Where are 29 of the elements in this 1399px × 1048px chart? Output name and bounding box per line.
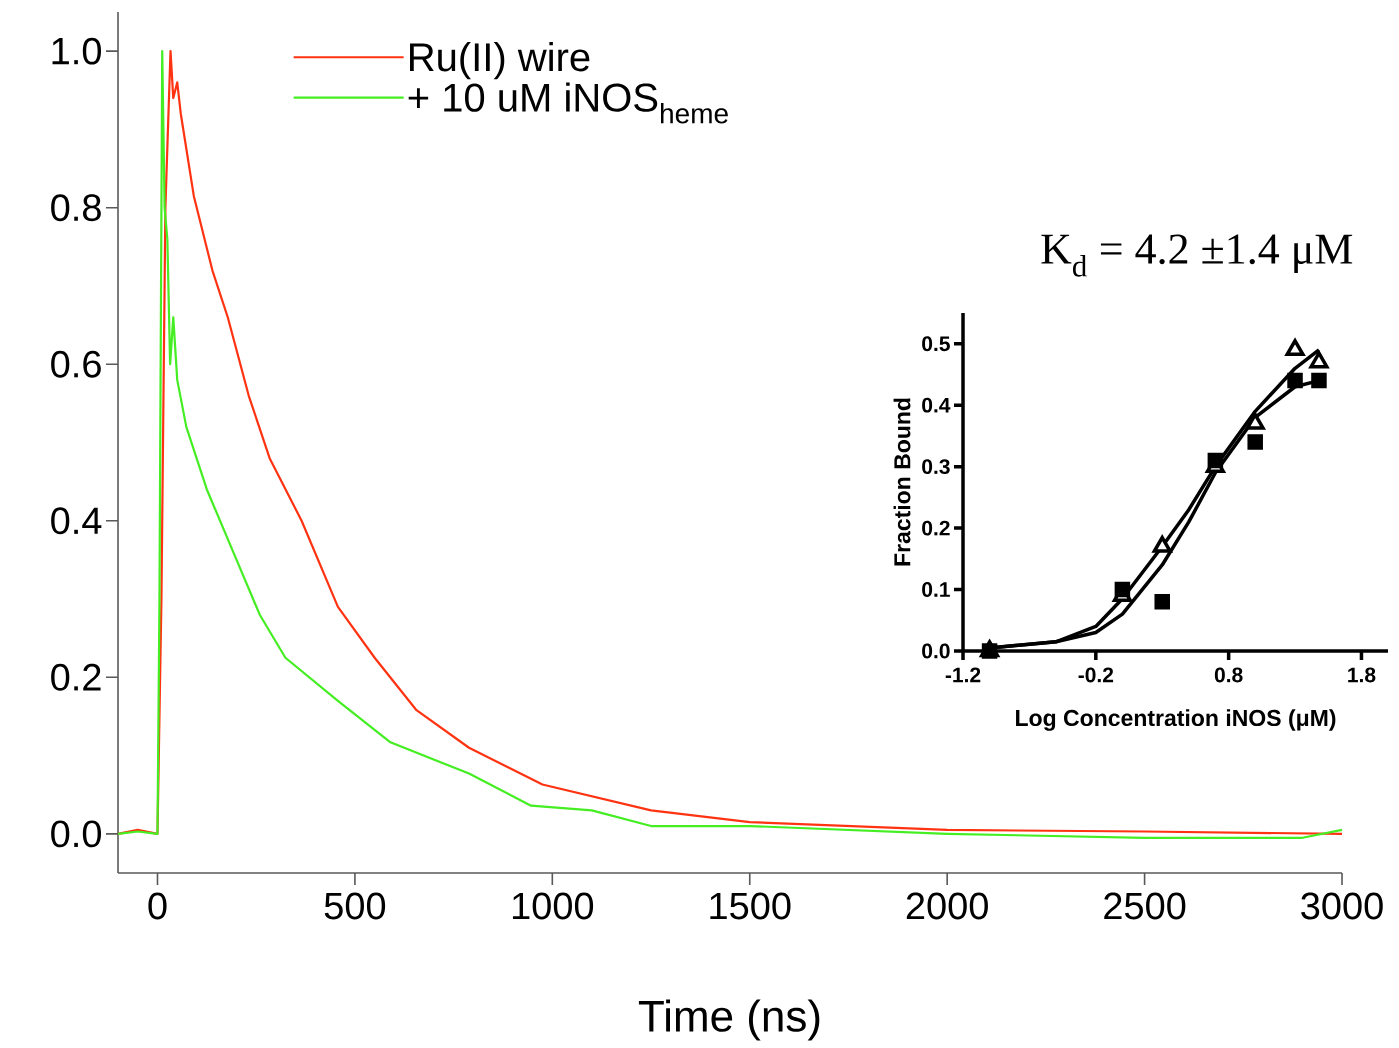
x-tick-label: 1.8 <box>1348 667 1376 683</box>
x-tick-label: -0.2 <box>1078 667 1114 683</box>
x-axis-title: Time (ns) <box>638 999 820 1041</box>
y-tick-label: 0.3 <box>922 459 950 475</box>
y-tick-label: 0.4 <box>922 397 951 413</box>
y-tick-label: 0.0 <box>51 820 101 848</box>
x-tick-label: 0 <box>148 892 167 920</box>
x-tick-label: 1500 <box>710 892 791 920</box>
legend-label: + 10 uM iNOS$_{heme}$ <box>408 82 728 124</box>
y-tick-label: 0.8 <box>51 194 101 222</box>
y-tick-label: 0.0 <box>922 643 950 659</box>
y-tick-label: 0.4 <box>51 507 102 535</box>
x-tick-label: 0.8 <box>1214 667 1243 683</box>
x-tick-label: 2000 <box>906 892 988 920</box>
x-tick-label: 3000 <box>1301 892 1383 920</box>
y-tick-label: 1.0 <box>52 37 101 65</box>
y-axis-title: Fraction Bound <box>893 398 911 566</box>
y-tick-label: 0.2 <box>922 520 950 536</box>
x-tick-label: -1.2 <box>945 667 981 683</box>
y-tick-label: 0.6 <box>51 350 101 378</box>
legend-label: Ru(II) wire <box>410 42 590 80</box>
y-tick-label: 0.2 <box>51 663 101 691</box>
y-tick-label: 0.1 <box>922 582 950 597</box>
x-tick-label: 500 <box>324 892 386 920</box>
annotation: K$_{d}$ = 4.2 ±1.4 μM <box>1041 234 1353 277</box>
y-tick-label: 0.5 <box>922 336 950 352</box>
x-tick-label: 1000 <box>512 892 594 920</box>
x-tick-label: 2500 <box>1104 892 1186 920</box>
x-axis-title: Log Concentration iNOS (μM) <box>1016 709 1336 731</box>
